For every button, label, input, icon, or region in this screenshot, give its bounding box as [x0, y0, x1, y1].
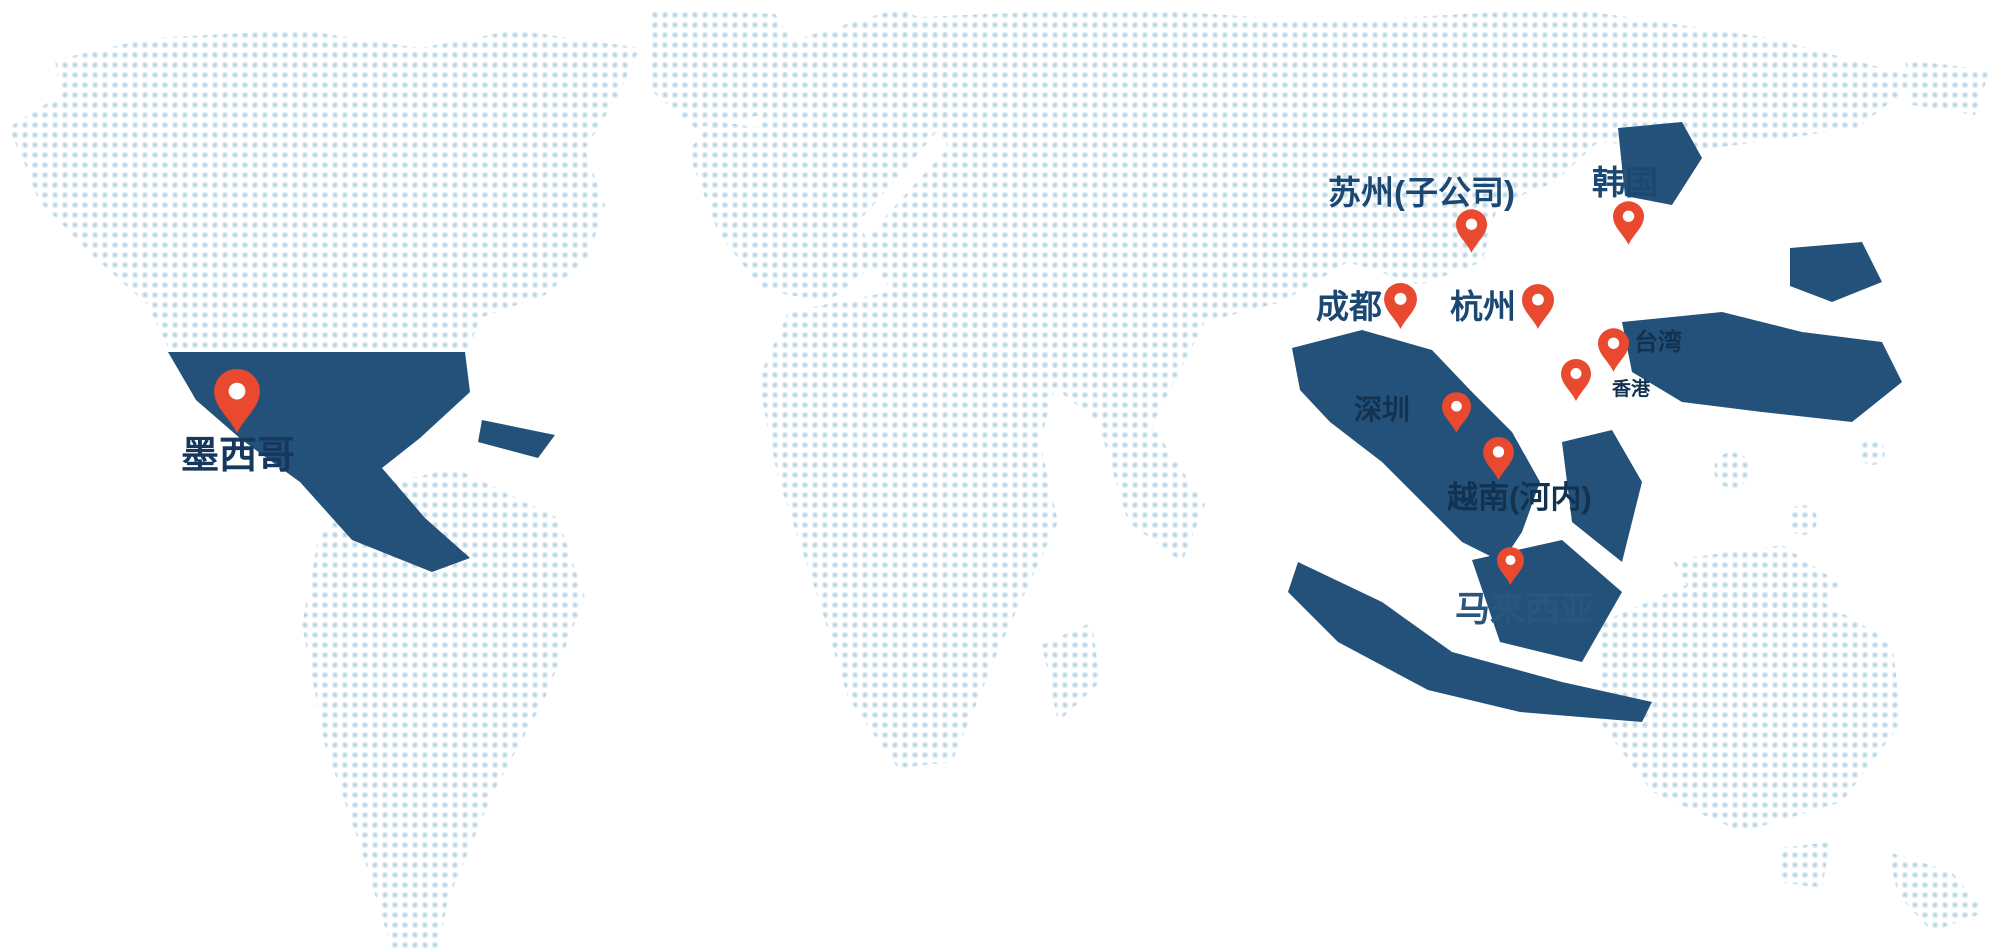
map-label-malaysia: 马来西亚 — [1455, 590, 1596, 629]
island-pacific-3 — [1859, 439, 1885, 465]
region-philippines-solid — [1562, 430, 1642, 562]
island-new-zealand — [1888, 852, 1985, 932]
continent-australia — [1600, 578, 1902, 832]
map-label-shenzhen: 深圳 — [1354, 394, 1411, 425]
continent-europe — [688, 8, 962, 302]
map-pin-icon-korea[interactable] — [1612, 201, 1644, 245]
continent-asia — [858, 8, 1920, 562]
map-label-taiwan: 台湾 — [1634, 329, 1682, 356]
map-pin-icon-malaysia[interactable] — [1496, 547, 1524, 585]
region-japan-solid — [1790, 242, 1882, 302]
continent-south-america — [302, 468, 585, 950]
region-indochina-south-china-solid — [1292, 330, 1540, 562]
map-pin-icon-suzhou[interactable] — [1455, 209, 1487, 253]
region-sumatra-java-solid — [1288, 562, 1652, 722]
island-greenland — [648, 8, 802, 128]
island-madagascar — [1042, 622, 1100, 722]
map-pin-icon-vietnam[interactable] — [1482, 437, 1514, 480]
map-label-chengdu: 成都 — [1316, 288, 1382, 325]
map-pin-icon-taiwan[interactable] — [1597, 328, 1629, 372]
map-label-vietnam: 越南(河内) — [1447, 480, 1592, 515]
map-pin-icon-mexico[interactable] — [214, 369, 260, 433]
region-caribbean-solid — [478, 420, 555, 458]
map-label-korea: 韩国 — [1592, 164, 1658, 201]
map-label-suzhou: 苏州(子公司) — [1328, 174, 1515, 211]
island-tasmania — [1778, 842, 1830, 888]
map-pin-icon-shenzhen[interactable] — [1441, 392, 1471, 433]
map-label-mexico: 墨西哥 — [181, 435, 296, 477]
island-pacific-1 — [1714, 452, 1750, 488]
map-label-hongkong: 香港 — [1612, 379, 1651, 400]
islands-north-pacific — [1905, 60, 1990, 115]
island-pacific-2 — [1787, 505, 1817, 535]
region-korea-solid — [1618, 122, 1702, 205]
continent-north-america — [8, 30, 640, 352]
map-pin-icon-chengdu[interactable] — [1383, 283, 1417, 329]
region-east-china-sea-solid — [1622, 312, 1902, 422]
map-pin-icon-hangzhou[interactable] — [1522, 284, 1554, 329]
map-pin-icon-hongkong[interactable] — [1561, 359, 1591, 401]
map-label-hangzhou: 杭州 — [1450, 288, 1516, 325]
continent-africa — [758, 290, 1062, 768]
